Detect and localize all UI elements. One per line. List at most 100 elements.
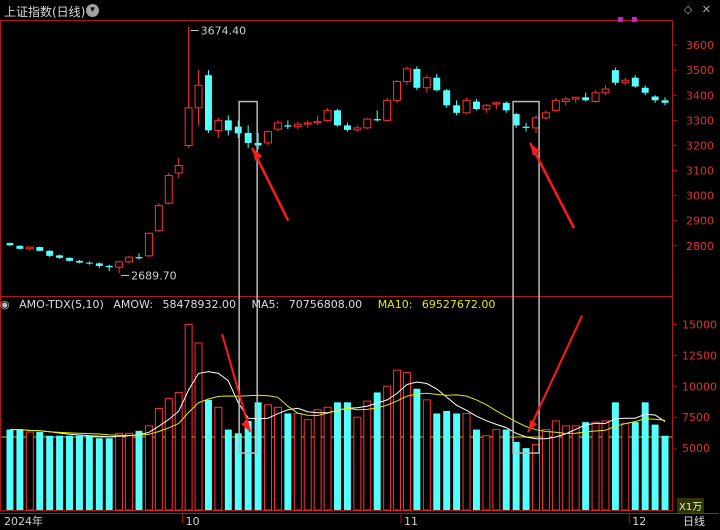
candle-body (611, 70, 619, 83)
volume-bar (353, 416, 362, 511)
candle-body (334, 110, 341, 126)
candle-body (234, 126, 242, 134)
volume-bar (16, 429, 24, 510)
volume-bar (373, 392, 381, 510)
candle-body (383, 99, 392, 121)
candle-body (6, 243, 14, 246)
candle-body (154, 205, 163, 232)
price-tick-label: 3000 (686, 190, 714, 203)
volume-bar (184, 323, 193, 511)
volume-bar (273, 406, 282, 511)
candle-body (482, 104, 491, 110)
more-options-icon[interactable]: ▪ ▪ (617, 14, 640, 25)
highlight-box (512, 100, 540, 454)
candle-body (254, 142, 262, 146)
candle-body (125, 256, 134, 263)
window-controls[interactable]: ◇ ✕ (683, 3, 714, 16)
ma10-line (10, 392, 666, 436)
low-price-label: 2689.70 (131, 269, 177, 282)
volume-bar (571, 425, 580, 511)
candle-body (443, 90, 451, 106)
volume-bar (462, 412, 471, 511)
volume-bar (403, 372, 411, 511)
volume-bar (393, 369, 402, 511)
price-tick-label: 3200 (686, 139, 714, 152)
candle-body (571, 96, 580, 100)
highlight-arrow (251, 147, 290, 222)
arrow-head (252, 147, 263, 161)
candle-body (492, 102, 501, 105)
candle-body (353, 127, 362, 131)
highlight-box (238, 100, 258, 454)
volume-bar (105, 438, 113, 510)
candle-body (194, 84, 203, 109)
volume-bar (303, 419, 312, 511)
volume-bar (25, 431, 34, 511)
volume-bar (6, 429, 14, 510)
indicator-menu-icon[interactable]: ◉ (0, 298, 10, 311)
candle-body (224, 120, 232, 131)
volume-bar (164, 398, 173, 511)
volume-bar (522, 448, 530, 510)
candle-body (422, 77, 431, 89)
volume-bar (601, 420, 610, 511)
volume-bar (293, 412, 302, 511)
volume-bar (214, 406, 223, 511)
volume-bar (541, 429, 550, 511)
highlight-arrow (527, 315, 583, 433)
volume-tick-label: 12500 (682, 349, 717, 362)
chevron-down-icon[interactable]: ▾ (86, 4, 99, 17)
candle-body (204, 75, 212, 131)
candle-body (75, 260, 83, 263)
candle-body (36, 247, 44, 251)
volume-bar (95, 438, 103, 510)
candle-body (462, 99, 471, 114)
price-tick-label: 3300 (686, 114, 714, 127)
arrow-head (241, 420, 251, 433)
volume-bar (551, 420, 560, 511)
candle-body (393, 80, 402, 101)
period-tab[interactable]: 日线 (683, 515, 705, 528)
candle-body (313, 121, 322, 124)
volume-bar (512, 441, 520, 510)
x-axis-label: 2024年 (4, 514, 43, 528)
volume-bar (631, 422, 639, 510)
candle-body (433, 77, 441, 91)
volume-bar (363, 400, 372, 511)
x-axis-label: 10 (186, 515, 200, 528)
volume-bar (85, 435, 93, 510)
volume-bar (75, 435, 83, 510)
volume-bar (582, 422, 590, 510)
volume-tick-label: 7500 (682, 411, 710, 424)
volume-bar (56, 435, 64, 510)
volume-bar (194, 342, 203, 511)
volume-bar (651, 424, 659, 510)
volume-bar (561, 425, 570, 511)
candle-body (303, 122, 312, 125)
volume-bar (125, 432, 134, 511)
candle-body (214, 119, 223, 131)
candle-body (561, 98, 570, 103)
volume-bar (174, 391, 183, 511)
candle-body (601, 88, 610, 94)
volume-bar (144, 425, 153, 511)
candle-body (273, 122, 282, 130)
volume-bar (591, 421, 600, 511)
x-axis-label: 11 (404, 515, 418, 528)
candle-body (541, 112, 550, 119)
candle-body (413, 68, 421, 88)
volume-bar (621, 422, 630, 511)
candle-body (323, 109, 332, 121)
price-tick-label: 3600 (686, 39, 714, 52)
candle-body (85, 262, 93, 264)
candle-body (621, 79, 630, 84)
volume-bar (323, 406, 332, 511)
volume-bar (502, 429, 510, 510)
volume-bar (532, 443, 540, 511)
volume-bar (234, 433, 242, 510)
indicator-name[interactable]: AMO-TDX(5,10) (19, 298, 104, 311)
candle-body (135, 257, 143, 259)
candle-body (551, 99, 560, 111)
